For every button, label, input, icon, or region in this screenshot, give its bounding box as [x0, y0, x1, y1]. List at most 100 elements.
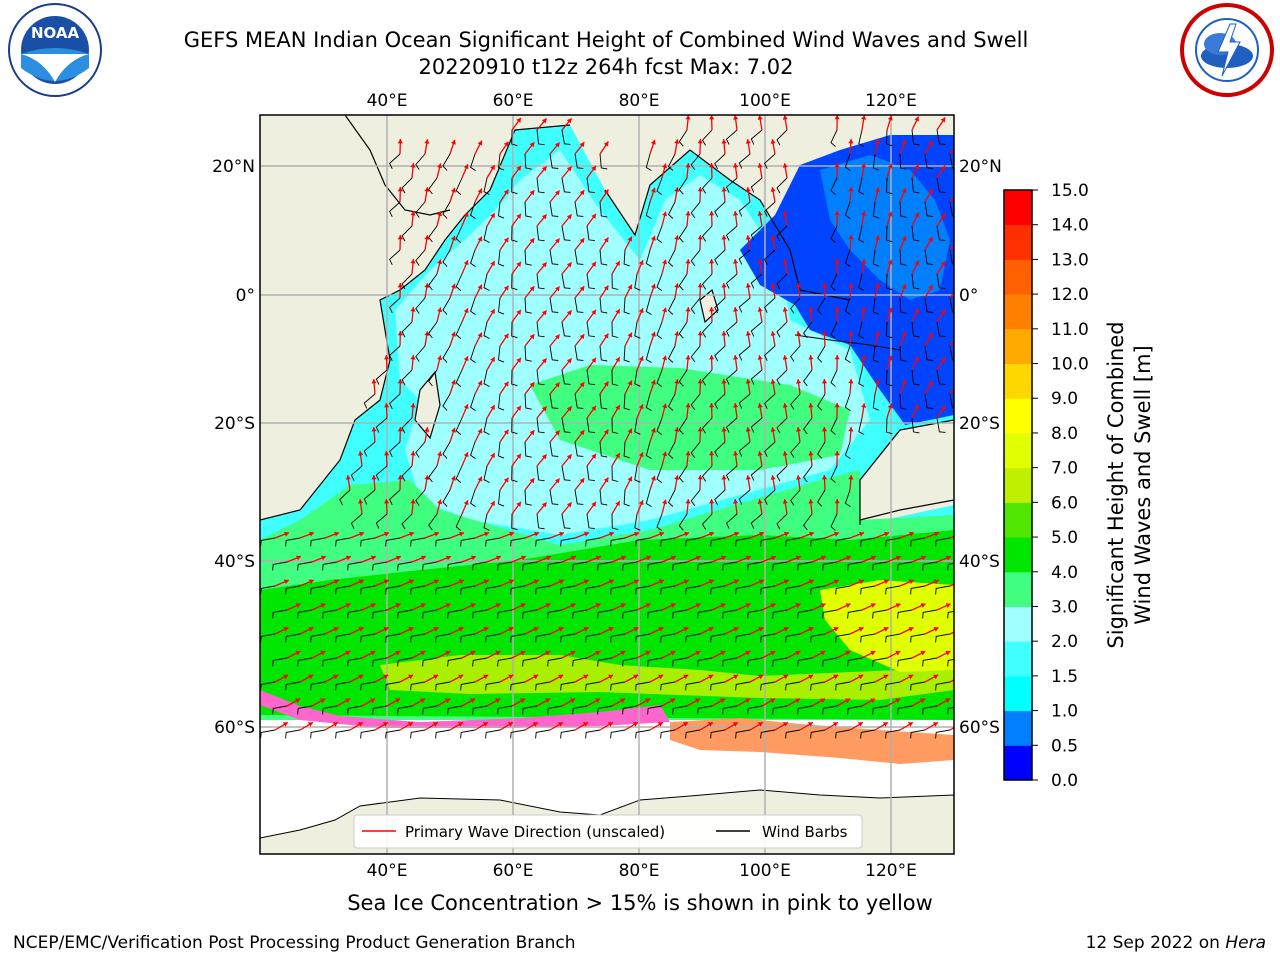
- wind-barb: [350, 513, 363, 529]
- wind-barb: [363, 489, 376, 505]
- wind-barb: [735, 729, 751, 739]
- wind-barb: [485, 633, 501, 643]
- wave-arrow-head: [833, 627, 839, 632]
- wind-barb: [415, 345, 426, 362]
- wind-barb: [645, 489, 652, 507]
- wind-barb: [597, 705, 613, 715]
- wind-barb: [710, 729, 726, 739]
- wave-arrow-head: [796, 427, 802, 432]
- wind-barb: [611, 321, 619, 338]
- wave-arrow-head: [887, 307, 893, 313]
- wave-arrow-head: [541, 262, 547, 268]
- wave-arrow-head: [358, 451, 364, 456]
- wave-arrow-head: [901, 140, 907, 145]
- wave-arrow-head: [546, 555, 551, 561]
- wave-arrow-head: [638, 452, 644, 458]
- wind-barb: [803, 513, 813, 531]
- wave-arrow-head: [733, 674, 739, 680]
- wind-barb: [485, 729, 501, 739]
- wind-barb: [574, 201, 584, 217]
- wave-arrow-head: [770, 650, 776, 656]
- wave-arrow-head: [808, 355, 814, 360]
- wave-arrow-head: [770, 235, 776, 240]
- wave-arrow-head: [534, 531, 539, 537]
- wind-barb: [623, 297, 630, 315]
- wind-barb: [899, 153, 907, 170]
- wave-arrow-head: [848, 235, 854, 240]
- wave-arrow-head: [861, 355, 867, 360]
- wave-arrow-head: [770, 427, 776, 432]
- wind-barb: [586, 177, 595, 194]
- wave-arrow-head: [821, 475, 828, 480]
- colorbar-segment: [1004, 502, 1032, 538]
- wave-arrow-head: [545, 650, 551, 656]
- wind-barb: [586, 417, 595, 434]
- wave-arrow-head: [320, 650, 326, 656]
- wave-arrow-head: [914, 164, 919, 170]
- wind-barb: [460, 537, 476, 547]
- wave-arrow-head: [509, 531, 514, 537]
- wind-barb: [764, 153, 776, 169]
- wind-barb: [375, 513, 388, 529]
- wave-arrow-head: [609, 531, 614, 537]
- wind-barb: [764, 249, 776, 265]
- wind-barb: [922, 705, 938, 715]
- wind-barb: [375, 465, 388, 481]
- wave-arrow-head: [883, 579, 889, 585]
- wave-arrow-head: [632, 722, 638, 727]
- wave-arrow-head: [770, 698, 776, 703]
- wind-barb: [597, 561, 613, 571]
- wind-barb: [899, 297, 907, 314]
- wind-barb: [483, 273, 490, 291]
- wave-direction-arrow: [962, 699, 975, 706]
- wind-barb: [656, 321, 663, 339]
- wave-arrow-head: [908, 579, 914, 585]
- lon-label-top: 40°E: [367, 91, 408, 111]
- wind-barb: [886, 225, 893, 243]
- wave-arrow-head: [782, 307, 788, 312]
- colorbar-segment: [1004, 710, 1032, 746]
- wind-barb: [547, 705, 563, 715]
- wave-arrow-head: [914, 260, 919, 266]
- wind-barb: [435, 633, 451, 643]
- wave-arrow-head: [620, 603, 626, 608]
- bottom-longitude-labels: 40°E 60°E 80°E 100°E 120°E: [367, 861, 917, 881]
- wave-arrow-head: [437, 451, 443, 457]
- wind-barb: [847, 705, 863, 715]
- wind-barb: [885, 681, 901, 691]
- wave-arrow-head: [424, 283, 430, 288]
- wind-barb: [672, 609, 688, 619]
- wave-arrow-head: [633, 627, 639, 632]
- colorbar-tick-label: 7.0: [1051, 459, 1078, 479]
- wind-barb: [622, 561, 638, 571]
- wind-barb: [776, 129, 788, 146]
- wind-barb: [872, 561, 888, 571]
- wind-barb: [322, 561, 338, 571]
- wave-arrow-head: [914, 116, 919, 122]
- wave-arrow-head: [508, 579, 514, 585]
- wave-arrow-head: [490, 453, 495, 459]
- wave-direction-arrow: [949, 726, 954, 731]
- wind-barb: [830, 465, 838, 483]
- wave-arrow-head: [685, 499, 691, 504]
- wind-barb: [822, 561, 838, 571]
- wave-arrow-head: [532, 722, 538, 727]
- wave-arrow-head: [940, 165, 946, 171]
- wind-barb: [667, 153, 676, 171]
- wave-arrow-head: [685, 307, 691, 312]
- wave-arrow-head: [503, 333, 509, 339]
- wave-arrow-head: [410, 451, 416, 456]
- wave-arrow-head: [463, 212, 469, 218]
- wind-barb: [435, 681, 451, 691]
- wave-arrow-head: [559, 531, 564, 537]
- wave-arrow-head: [529, 238, 535, 244]
- wind-barb: [483, 369, 490, 387]
- wind-barb: [872, 345, 879, 363]
- wind-barb: [511, 177, 518, 195]
- footer-date-text: 12 Sep 2022 on: [1085, 933, 1226, 953]
- wind-barb: [685, 729, 701, 739]
- wind-barb: [599, 297, 608, 314]
- colorbar-tick-label: 1.0: [1051, 702, 1078, 722]
- wind-barb: [389, 393, 401, 410]
- wave-arrow-head: [433, 579, 439, 585]
